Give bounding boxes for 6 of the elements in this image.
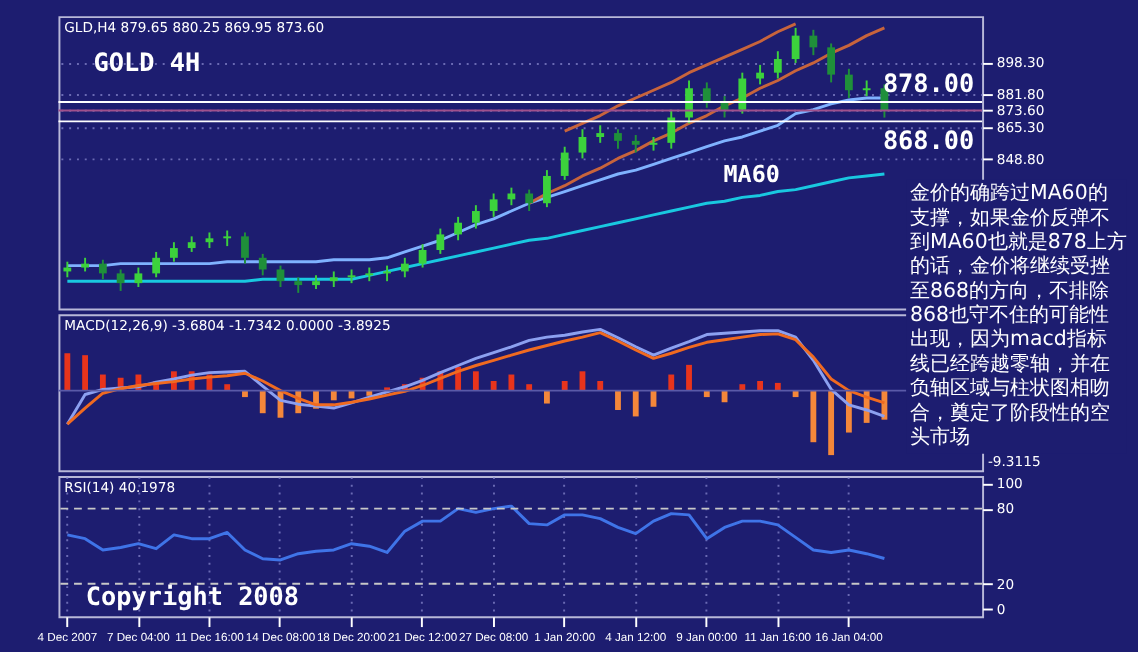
annotation: MA60 <box>723 159 780 188</box>
annotation: Copyright 2008 <box>85 580 300 611</box>
text: 金价的确跨过MA60的支撑，如果金价反弹不到MA60也就是878上方的话，金价将继续受挫至868的方向，不排除868也守不住的可能性出现，因为macd指标线已经跨越零轴，并在负轴区域与柱状图相吻合，奠定了阶段性的空头市场 <box>910 183 1127 449</box>
ref-line-label: 868.00 <box>882 124 975 155</box>
ref-line-label: 878.00 <box>882 68 975 99</box>
text: GOLD 4H <box>93 46 201 77</box>
